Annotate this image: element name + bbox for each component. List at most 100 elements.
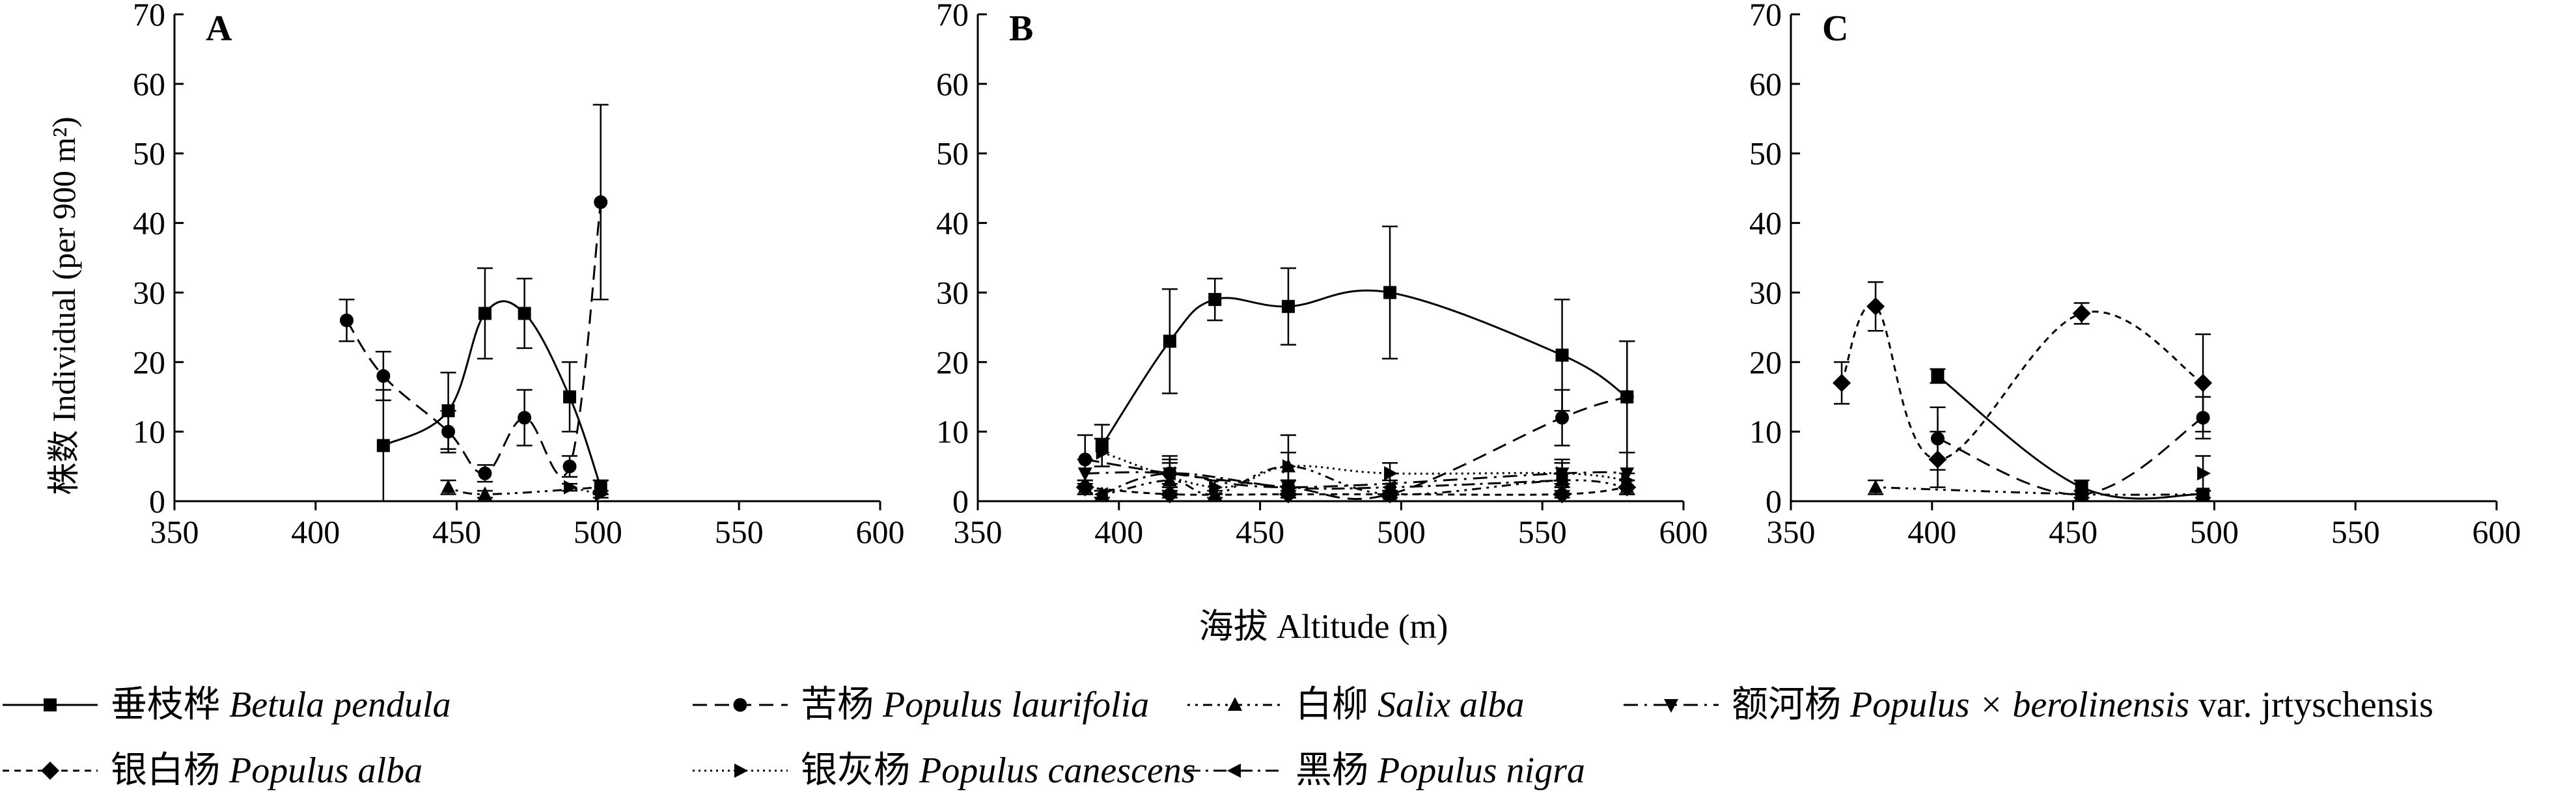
legend-marker bbox=[1664, 699, 1678, 713]
data-point bbox=[1554, 473, 1568, 488]
legend-label: 银灰杨 Populus canescens bbox=[801, 750, 1196, 791]
series-betula bbox=[1094, 225, 1635, 467]
x-tick-label: 350 bbox=[954, 514, 1003, 550]
series-canescens bbox=[562, 480, 609, 502]
legend-marker bbox=[734, 764, 748, 778]
legend-marker bbox=[44, 698, 57, 711]
series-line bbox=[346, 202, 602, 478]
panel-c: 0 10 20 30 40 50 60 70 350 400 450 500 550 600 C bbox=[1749, 0, 2521, 550]
y-tick-label: 10 bbox=[1749, 413, 1782, 450]
y-tick-label: 70 bbox=[936, 0, 969, 33]
series-canescens bbox=[2195, 455, 2211, 492]
legend-marker bbox=[41, 762, 59, 780]
x-tick-label: 500 bbox=[2190, 514, 2239, 550]
series-salix bbox=[440, 479, 609, 501]
data-point bbox=[518, 411, 532, 425]
y-tick-label: 0 bbox=[952, 483, 969, 519]
y-tick-label: 60 bbox=[936, 66, 969, 102]
chart-legend: 垂枝桦 Betula pendula 苦杨 Populus laurifolia 白… bbox=[3, 685, 2433, 791]
legend-item-nigra: 黑杨 Populus nigra bbox=[1187, 750, 1585, 791]
data-point bbox=[376, 369, 391, 383]
data-point bbox=[1555, 411, 1570, 425]
x-tick-label: 450 bbox=[1236, 514, 1284, 550]
y-tick-label: 40 bbox=[1749, 205, 1782, 241]
x-tick-label: 400 bbox=[291, 514, 340, 550]
data-point bbox=[2194, 374, 2213, 392]
legend-label: 银白杨 Populus alba bbox=[111, 750, 422, 791]
data-point bbox=[1209, 480, 1223, 495]
series-laurifolia bbox=[1930, 396, 2211, 501]
x-tick-label: 400 bbox=[1094, 514, 1143, 550]
x-tick-label: 600 bbox=[2472, 514, 2521, 550]
legend-label: 白柳 Salix alba bbox=[1295, 685, 1525, 725]
legend-item-betula: 垂枝桦 Betula pendula bbox=[3, 685, 451, 725]
series-line bbox=[1101, 472, 1562, 495]
legend-label: 黑杨 Populus nigra bbox=[1295, 750, 1585, 791]
data-point bbox=[1621, 473, 1635, 488]
legend-item-canescens: 银灰杨 Populus canescens bbox=[693, 750, 1196, 791]
data-point bbox=[339, 313, 353, 327]
y-tick-label: 20 bbox=[1749, 344, 1782, 380]
legend-label: 苦杨 Populus laurifolia bbox=[801, 685, 1149, 725]
y-tick-label: 60 bbox=[1749, 66, 1782, 102]
panel-a: 0 10 20 30 40 50 60 70 350 400 450 500 550 600 A bbox=[133, 0, 905, 550]
series-line bbox=[1840, 303, 2204, 461]
y-tick-label: 10 bbox=[133, 413, 165, 450]
data-point bbox=[1282, 459, 1296, 474]
series-laurifolia bbox=[339, 103, 609, 483]
data-point bbox=[477, 486, 492, 501]
panel-label: B bbox=[1009, 8, 1033, 49]
data-point bbox=[1553, 485, 1572, 504]
x-tick-label: 550 bbox=[715, 514, 764, 550]
data-point bbox=[1620, 390, 1634, 404]
data-point bbox=[376, 439, 390, 452]
data-point bbox=[562, 460, 577, 474]
x-tick-label: 500 bbox=[574, 514, 622, 550]
data-point bbox=[478, 307, 492, 320]
data-point bbox=[441, 479, 456, 493]
data-point bbox=[2074, 486, 2089, 501]
legend-marker bbox=[1227, 764, 1241, 778]
data-point bbox=[1866, 297, 1885, 316]
data-point bbox=[1930, 432, 1945, 446]
panel-label: C bbox=[1822, 8, 1848, 49]
y-tick-label: 20 bbox=[936, 344, 969, 380]
series-line bbox=[1937, 417, 2204, 495]
y-tick-label: 40 bbox=[133, 205, 165, 241]
data-point bbox=[1160, 485, 1179, 504]
data-point bbox=[478, 466, 492, 480]
y-tick-label: 40 bbox=[936, 205, 969, 241]
y-tick-label: 50 bbox=[1749, 135, 1782, 172]
y-tick-label: 30 bbox=[133, 274, 165, 310]
data-point bbox=[1094, 487, 1108, 502]
x-tick-label: 550 bbox=[1518, 514, 1567, 550]
y-tick-label: 30 bbox=[1749, 274, 1782, 310]
legend-item-salix: 白柳 Salix alba bbox=[1187, 685, 1525, 725]
series-line bbox=[1085, 471, 1627, 489]
panel-label: A bbox=[206, 8, 232, 49]
data-point bbox=[1868, 479, 1883, 493]
data-point bbox=[1161, 466, 1176, 481]
y-tick-label: 20 bbox=[133, 344, 165, 380]
data-point bbox=[2072, 304, 2091, 323]
data-point bbox=[2196, 486, 2211, 501]
x-tick-label: 600 bbox=[1659, 514, 1708, 550]
data-point bbox=[1833, 374, 1851, 392]
series-line bbox=[1876, 486, 2204, 496]
y-axis-title: 株数 Individual (per 900 m²) bbox=[46, 117, 82, 495]
y-tick-label: 30 bbox=[936, 274, 969, 310]
x-tick-label: 350 bbox=[150, 514, 199, 550]
series-salix bbox=[1077, 434, 1635, 501]
data-point bbox=[1096, 445, 1110, 460]
y-tick-label: 50 bbox=[936, 135, 969, 172]
data-point bbox=[594, 487, 609, 502]
x-tick-label: 500 bbox=[1377, 514, 1426, 550]
series-alba bbox=[1833, 281, 2213, 488]
legend-label: 额河杨 Populus × berolinensis var. jrtysche… bbox=[1732, 685, 2433, 725]
legend-item-laurifolia: 苦杨 Populus laurifolia bbox=[693, 685, 1149, 725]
x-tick-label: 450 bbox=[432, 514, 481, 550]
data-point bbox=[1384, 466, 1398, 481]
data-point bbox=[2196, 411, 2210, 425]
